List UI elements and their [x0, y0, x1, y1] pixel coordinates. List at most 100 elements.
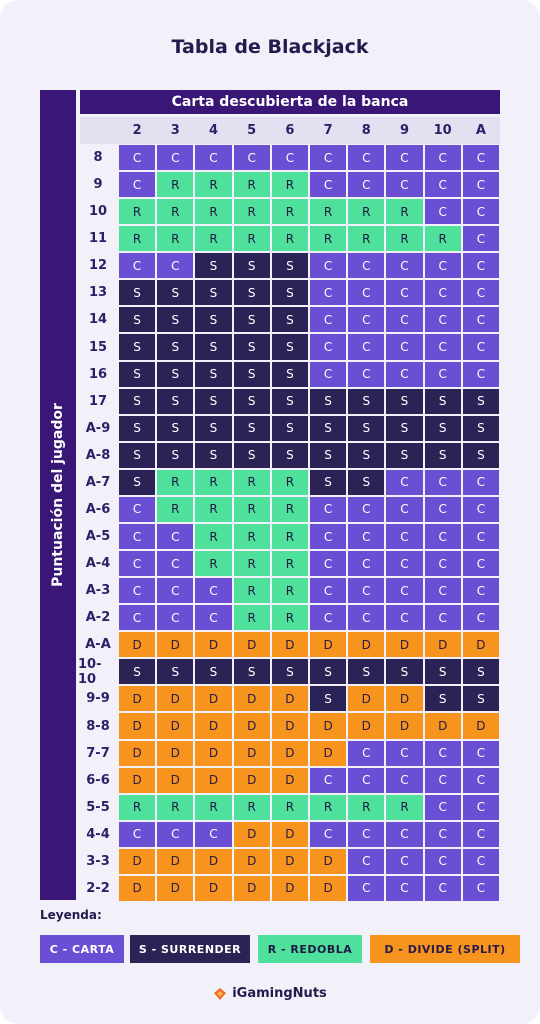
cell: C: [347, 144, 386, 172]
cell: C: [461, 793, 500, 821]
cell: C: [461, 252, 500, 280]
cell: S: [461, 658, 500, 686]
cell: C: [461, 522, 500, 551]
cell: C: [385, 144, 424, 172]
row-label: 11: [78, 225, 118, 253]
cell: S: [270, 333, 309, 361]
cell: C: [461, 820, 500, 848]
cell: R: [118, 198, 157, 226]
cell: S: [232, 252, 271, 280]
row-label: 4-4: [78, 820, 118, 848]
cell: C: [385, 468, 424, 496]
cell: C: [118, 171, 157, 199]
cell: R: [156, 225, 195, 253]
cell: R: [156, 468, 195, 496]
cell: D: [232, 874, 271, 902]
cell: D: [156, 874, 195, 902]
cell: R: [232, 793, 271, 821]
cell: D: [156, 631, 195, 659]
cell: S: [232, 658, 271, 686]
row-label: A-5: [78, 522, 118, 551]
cell: D: [118, 874, 157, 902]
cell: S: [156, 441, 195, 469]
cell: D: [156, 766, 195, 794]
cell: D: [461, 712, 500, 740]
cell: C: [194, 144, 233, 172]
column-label: 8: [347, 117, 386, 144]
cell: D: [309, 712, 348, 740]
cell: C: [118, 495, 157, 523]
cell: R: [270, 604, 309, 632]
cell: R: [232, 468, 271, 496]
cell: C: [423, 793, 462, 821]
cell: C: [461, 360, 500, 388]
cell: R: [385, 793, 424, 821]
cell: C: [309, 279, 348, 307]
cell: D: [156, 712, 195, 740]
cell: R: [309, 198, 348, 226]
cell: S: [194, 306, 233, 334]
cell: D: [118, 766, 157, 794]
cell: S: [232, 360, 271, 388]
column-label: 9: [385, 117, 424, 144]
cell: C: [423, 198, 462, 226]
cell: S: [232, 414, 271, 442]
cell: C: [461, 847, 500, 875]
cell: C: [423, 820, 462, 848]
logo: [214, 987, 227, 1000]
row-label: A-9: [78, 414, 118, 442]
cell: C: [347, 306, 386, 334]
cell: C: [194, 577, 233, 605]
cell: C: [385, 522, 424, 551]
cell: S: [461, 414, 500, 442]
cell: C: [461, 171, 500, 199]
row-label: A-2: [78, 604, 118, 632]
cell: C: [461, 144, 500, 172]
cell: S: [194, 279, 233, 307]
cell: D: [232, 739, 271, 767]
cell: R: [194, 550, 233, 578]
column-header: Carta descubierta de la banca: [80, 90, 500, 114]
cell: D: [194, 847, 233, 875]
cell: R: [156, 793, 195, 821]
column-label: 7: [309, 117, 348, 144]
cell: S: [194, 252, 233, 280]
cell: C: [309, 522, 348, 551]
column-label: 4: [194, 117, 233, 144]
cell: D: [461, 631, 500, 659]
cell: S: [461, 685, 500, 713]
cell: R: [270, 198, 309, 226]
cell: C: [347, 252, 386, 280]
cell: R: [156, 198, 195, 226]
cell: D: [194, 712, 233, 740]
cell: R: [156, 495, 195, 523]
cell: S: [232, 387, 271, 415]
cell: C: [423, 874, 462, 902]
cell: S: [309, 387, 348, 415]
cell: D: [232, 712, 271, 740]
cell: S: [270, 441, 309, 469]
cell: S: [423, 685, 462, 713]
footer: iGamingNuts: [0, 986, 540, 1001]
cell: R: [270, 225, 309, 253]
cell: C: [347, 820, 386, 848]
column-label: 2: [118, 117, 157, 144]
cell: R: [347, 793, 386, 821]
cell: C: [347, 739, 386, 767]
cell: D: [156, 685, 195, 713]
cell: D: [232, 820, 271, 848]
column-label: 6: [270, 117, 309, 144]
cell: C: [156, 252, 195, 280]
cell: D: [156, 739, 195, 767]
row-label: A-4: [78, 550, 118, 578]
cell: C: [347, 522, 386, 551]
cell: S: [194, 441, 233, 469]
cell: S: [385, 387, 424, 415]
cell: D: [118, 712, 157, 740]
cell: R: [232, 171, 271, 199]
cell: R: [194, 198, 233, 226]
cell: C: [423, 766, 462, 794]
cell: C: [309, 604, 348, 632]
row-label: 9: [78, 171, 118, 199]
cell: C: [423, 604, 462, 632]
